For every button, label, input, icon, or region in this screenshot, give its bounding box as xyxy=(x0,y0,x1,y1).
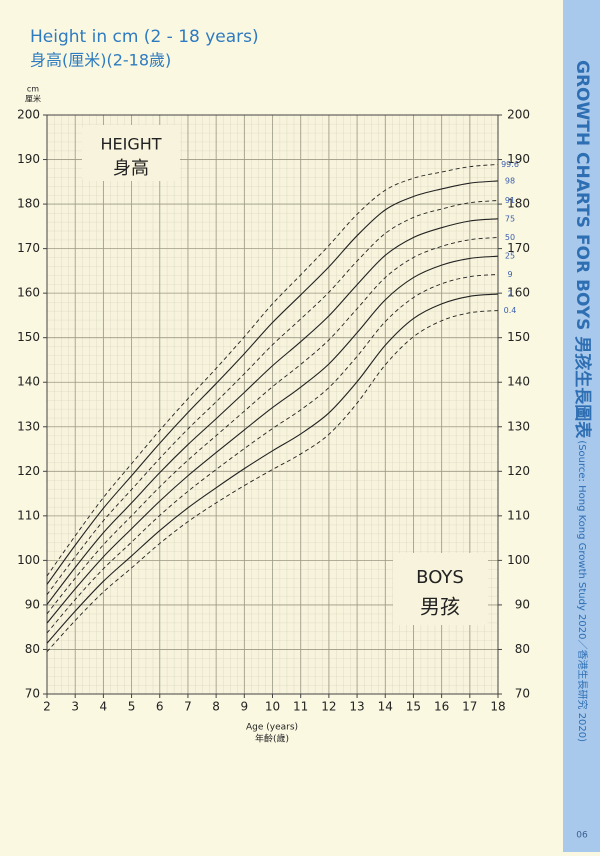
y-tick-label: 170 xyxy=(17,241,40,255)
y-tick-label-right: 90 xyxy=(515,597,530,611)
y-tick-label-right: 160 xyxy=(507,286,530,300)
y-tick-label-right: 170 xyxy=(507,241,530,255)
panel-label-zh: 身高 xyxy=(113,158,149,179)
x-tick-label: 9 xyxy=(240,700,248,714)
percentile-curve xyxy=(46,163,499,577)
side-source: (Source: Hong Kong Growth Study 2020／香港生… xyxy=(576,440,589,742)
y-tick-label: 80 xyxy=(25,642,40,656)
x-tick-label: 12 xyxy=(321,700,336,714)
x-tick-label: 2 xyxy=(43,700,51,714)
y-tick-label: 150 xyxy=(17,330,40,344)
y-tick-label: 200 xyxy=(17,108,40,122)
chart-title: Height in cm (2 - 18 years) xyxy=(30,27,259,47)
y-tick-label-right: 150 xyxy=(507,330,530,344)
y-tick-label-right: 190 xyxy=(507,152,530,166)
y-tick-label: 70 xyxy=(25,687,40,701)
y-tick-label: 120 xyxy=(17,464,40,478)
y-tick-label: 180 xyxy=(17,197,40,211)
x-axis-label-zh: 年齡(歲) xyxy=(255,733,289,745)
y-tick-label: 190 xyxy=(17,152,40,166)
x-axis-label: Age (years) xyxy=(246,723,298,733)
y-tick-label: 110 xyxy=(17,508,40,522)
percentile-label: 91 xyxy=(505,196,515,205)
y-tick-label-right: 180 xyxy=(507,197,530,211)
group-label-zh: 男孩 xyxy=(420,595,460,619)
y-tick-label: 140 xyxy=(17,375,40,389)
percentile-curve xyxy=(46,237,499,615)
y-tick-label-right: 110 xyxy=(507,508,530,522)
percentile-curve xyxy=(46,218,499,605)
chart-subtitle: 身高(厘米)(2-18歲) xyxy=(30,51,171,70)
page-number: 06 xyxy=(576,831,588,841)
percentile-label: 99.6 xyxy=(501,160,519,169)
x-tick-label: 10 xyxy=(265,700,280,714)
percentile-label: 98 xyxy=(505,176,515,185)
y-tick-label: 100 xyxy=(17,553,40,567)
side-title: GROWTH CHARTS FOR BOYS 男孩生長圖表 xyxy=(572,60,593,439)
y-unit: cm xyxy=(27,85,39,94)
group-box xyxy=(393,553,488,625)
y-unit-zh: 厘米 xyxy=(25,94,41,104)
side-bar xyxy=(563,0,600,852)
y-tick-label-right: 100 xyxy=(507,553,530,567)
x-tick-label: 16 xyxy=(434,700,449,714)
percentile-curve xyxy=(46,255,499,624)
percentile-label: 25 xyxy=(505,252,515,261)
y-tick-label-right: 200 xyxy=(507,108,530,122)
x-tick-label: 6 xyxy=(156,700,164,714)
panel-label: HEIGHT xyxy=(100,135,161,154)
x-tick-label: 14 xyxy=(378,700,393,714)
y-tick-label-right: 80 xyxy=(515,642,530,656)
x-tick-label: 8 xyxy=(212,700,220,714)
y-tick-label-right: 120 xyxy=(507,464,530,478)
x-tick-label: 13 xyxy=(349,700,364,714)
percentile-label: 9 xyxy=(507,270,512,279)
y-tick-label-right: 140 xyxy=(507,375,530,389)
curves xyxy=(46,163,499,652)
y-tick-label-right: 70 xyxy=(515,687,530,701)
y-tick-label: 90 xyxy=(25,597,40,611)
y-tick-label-right: 130 xyxy=(507,419,530,433)
x-tick-label: 5 xyxy=(128,700,136,714)
percentile-curve xyxy=(46,310,499,652)
percentile-curve xyxy=(46,200,499,595)
percentile-label: 75 xyxy=(505,214,515,223)
percentile-label: 2 xyxy=(507,290,512,299)
percentile-curve xyxy=(46,180,499,585)
y-tick-label: 160 xyxy=(17,286,40,300)
percentile-label: 0.4 xyxy=(504,306,517,315)
x-tick-label: 15 xyxy=(406,700,421,714)
x-tick-label: 4 xyxy=(100,700,108,714)
percentile-label: 50 xyxy=(505,233,515,242)
x-tick-label: 17 xyxy=(462,700,477,714)
x-tick-label: 18 xyxy=(490,700,505,714)
x-tick-label: 11 xyxy=(293,700,308,714)
percentile-curve xyxy=(46,293,499,644)
x-tick-label: 3 xyxy=(71,700,79,714)
side-text: GROWTH CHARTS FOR BOYS 男孩生長圖表(Source: Ho… xyxy=(572,60,593,742)
y-tick-label: 130 xyxy=(17,419,40,433)
percentile-curve xyxy=(46,273,499,634)
group-label: BOYS xyxy=(416,567,464,588)
x-tick-label: 7 xyxy=(184,700,192,714)
panel-box xyxy=(82,125,180,181)
